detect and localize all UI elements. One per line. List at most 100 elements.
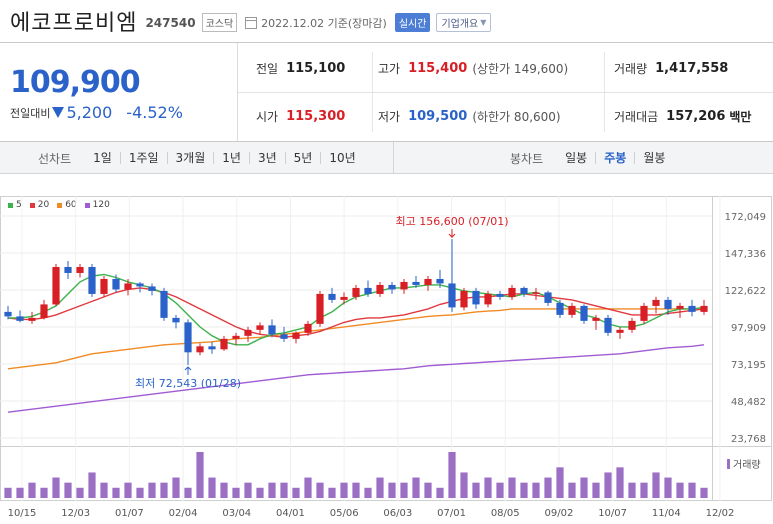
volume-bar	[496, 482, 504, 498]
volume-bar	[592, 482, 600, 498]
company-overview-button[interactable]: 기업개요 ▼	[436, 13, 492, 32]
tab-1week[interactable]: 1주일	[119, 152, 167, 164]
stock-code: 247540	[145, 16, 196, 30]
open-label: 시가	[256, 109, 279, 124]
chart-frame	[0, 196, 772, 501]
volume-bar	[340, 482, 348, 498]
candle-body	[424, 278, 432, 285]
volume-bar	[268, 482, 276, 498]
candle-body	[568, 305, 576, 315]
volume-bar	[652, 472, 660, 498]
volume-bar	[232, 487, 240, 498]
volume-bar	[640, 482, 648, 498]
volume-bar	[292, 487, 300, 498]
x-tick-label: 11/04	[652, 508, 681, 519]
candle-body	[40, 304, 48, 318]
legend-swatch	[29, 202, 35, 208]
volume-bar	[16, 487, 24, 498]
down-triangle-icon	[52, 107, 65, 118]
volume-bar	[436, 487, 444, 498]
y-tick-label: 97,909	[731, 323, 766, 334]
tab-5year[interactable]: 5년	[284, 152, 321, 164]
volume-bar	[64, 482, 72, 498]
min-arrow-icon	[184, 366, 192, 375]
candle-body	[4, 311, 12, 317]
candle-body	[148, 286, 156, 291]
low-label: 저가	[378, 109, 401, 124]
tab-weekly[interactable]: 주봉	[595, 152, 634, 164]
y-tick-label: 73,195	[731, 360, 766, 371]
legend-ma5: 5	[8, 200, 22, 210]
tab-3month[interactable]: 3개월	[166, 152, 214, 164]
volume-bar	[208, 477, 216, 498]
candle-body	[328, 293, 336, 300]
x-tick-label: 05/06	[330, 508, 359, 519]
volume-bar	[304, 477, 312, 498]
volume-label: 거래량	[733, 459, 761, 471]
legend-label: 20	[37, 200, 50, 210]
candle-body	[136, 283, 144, 287]
candle-body	[364, 287, 372, 294]
change-label: 전일대비	[10, 106, 51, 120]
volume-bar	[124, 482, 132, 498]
volume-bar	[52, 477, 60, 498]
amount-unit: 백만	[729, 109, 752, 124]
volume-bar	[220, 482, 228, 498]
tab-daily[interactable]: 일봉	[565, 151, 588, 165]
legend-swatch	[8, 202, 13, 208]
volume-bar	[388, 482, 396, 498]
candle-body	[316, 293, 324, 324]
volume-bar	[700, 487, 708, 498]
candle-body	[280, 334, 288, 339]
legend-label: 60	[65, 200, 77, 210]
current-price-box: 109,900 전일대비 5,200 -4.52%	[0, 43, 238, 141]
amount-label: 거래대금	[614, 109, 659, 124]
y-tick-label: 48,482	[731, 397, 766, 408]
candle-body	[400, 281, 408, 290]
candle-chart-label: 봉차트	[510, 151, 544, 166]
candle-body	[16, 316, 24, 321]
volume-bar	[328, 487, 336, 498]
candle-body	[304, 323, 312, 333]
min-annotation: 최저 72,543 (01/28)	[135, 377, 241, 390]
stock-header: 에코프로비엠 247540 코스닥 2022.12.02 기준(장마감) 실시간…	[0, 0, 773, 42]
tab-1year[interactable]: 1년	[213, 152, 249, 164]
volume-legend-swatch	[727, 459, 730, 469]
line-chart-label: 선차트	[38, 151, 72, 166]
candle-body	[652, 299, 660, 306]
tab-1day[interactable]: 1일	[93, 151, 112, 165]
x-tick-label: 03/04	[222, 508, 251, 519]
upper-limit: (상한가 149,600)	[472, 61, 569, 76]
volume-bar	[676, 482, 684, 498]
prev-close-label: 전일	[256, 61, 279, 76]
ma120-line	[7, 344, 705, 413]
candle-body	[580, 305, 588, 321]
x-tick-label: 12/02	[706, 508, 735, 519]
volume-bar	[76, 487, 84, 498]
tab-10year[interactable]: 10년	[320, 152, 363, 164]
candle-body	[616, 329, 624, 333]
x-tick-label: 09/02	[545, 508, 574, 519]
change-row: 전일대비 5,200 -4.52%	[10, 103, 183, 122]
realtime-button[interactable]: 실시간	[394, 13, 431, 32]
high-value: 115,400	[408, 60, 468, 76]
x-tick-label: 10/15	[8, 508, 37, 519]
x-tick-label: 06/03	[383, 508, 412, 519]
period-tabs: 선차트 1일 1주일 3개월 1년 3년 5년 10년 봉차트 일봉 주봉 월봉	[0, 142, 773, 174]
market-badge: 코스닥	[201, 13, 238, 32]
tab-3year[interactable]: 3년	[248, 152, 285, 164]
candle-body	[184, 322, 192, 353]
max-arrow-icon	[448, 229, 456, 238]
stock-name: 에코프로비엠	[10, 11, 138, 36]
volume-bar	[148, 482, 156, 498]
base-date: 2022.12.02 기준(장마감)	[261, 16, 387, 30]
legend-label: 120	[92, 200, 110, 210]
ma60-line	[7, 308, 704, 370]
volume-bar	[40, 487, 48, 498]
volume-bar	[520, 482, 528, 498]
high-label: 고가	[378, 61, 401, 76]
candlestick-chart[interactable]: 172,049 147,336 122,622 97,909 73,195 48,482 2…	[0, 174, 773, 524]
tab-monthly[interactable]: 월봉	[634, 152, 673, 164]
candle-body	[460, 290, 468, 308]
ma-legend: 5 20 60 120	[8, 200, 110, 210]
